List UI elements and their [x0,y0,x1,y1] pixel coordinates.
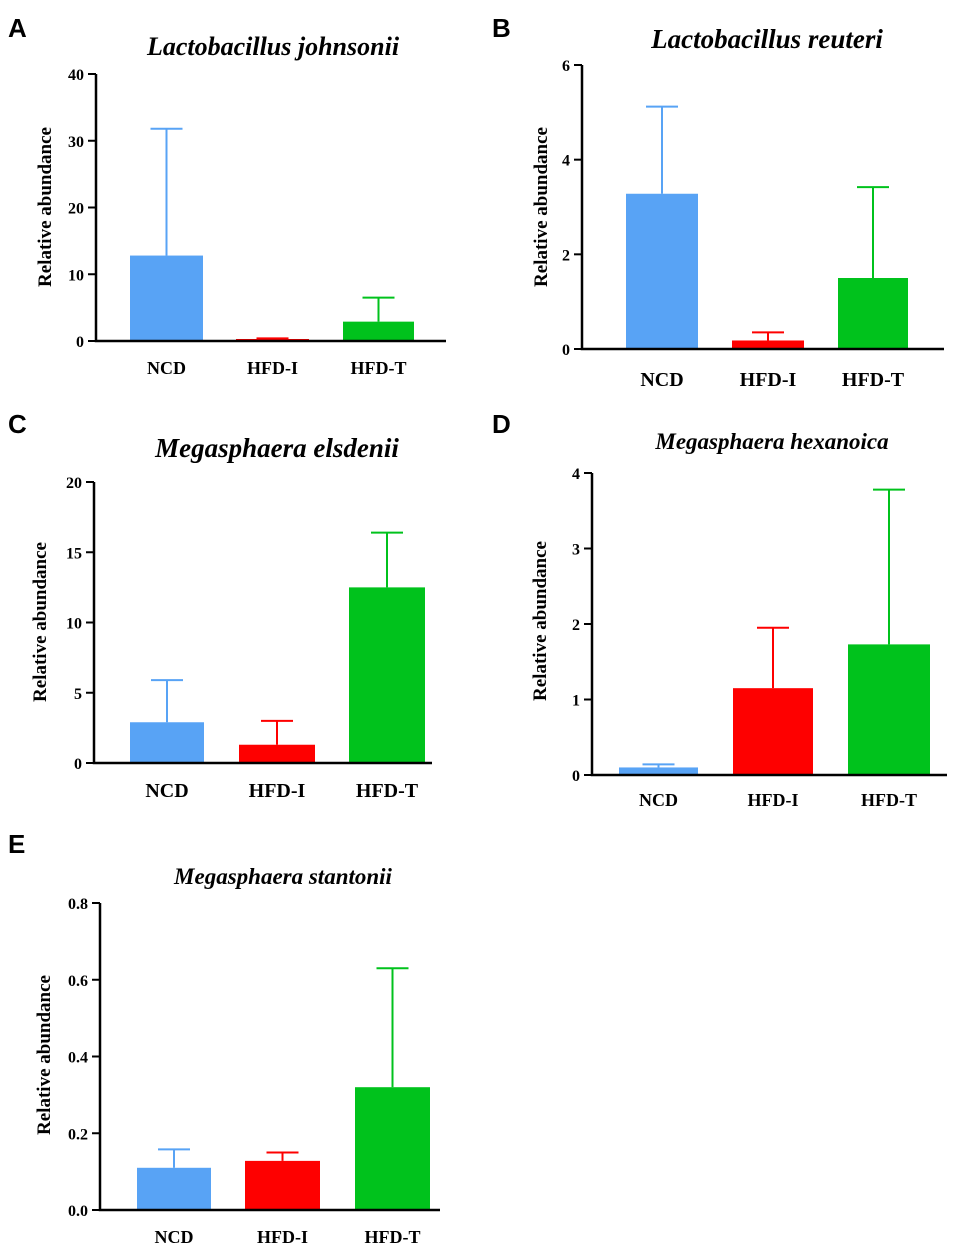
x-tick-label: NCD [639,790,678,810]
y-tick-label: 0.0 [68,1203,88,1220]
panel-c: C Megasphaera elsdenii Relative abundanc… [8,409,432,802]
y-tick-label: 0.2 [68,1126,88,1143]
y-tick-label: 5 [74,686,82,703]
bar-hfd-t [349,587,425,763]
panel-a: A Lactobacillus johnsonii Relative abund… [8,13,446,378]
y-tick-label: 0 [562,342,570,359]
y-tick-label: 3 [572,542,580,559]
bar-hfd-i [239,744,315,763]
bar-ncd [130,255,203,341]
panel-d: D Megasphaera hexanoica Relative abundan… [492,409,947,810]
y-tick-label: 40 [68,67,84,84]
chart-title: Megasphaera hexanoica [654,429,888,454]
x-tick-label: HFD-T [356,780,419,802]
y-tick-label: 4 [572,466,580,483]
x-tick-label: HFD-I [249,780,306,802]
x-tick-label: HFD-T [842,369,905,391]
y-tick-label: 2 [562,247,570,264]
y-tick-label: 20 [66,475,82,492]
y-tick-label: 4 [562,153,570,170]
x-tick-label: HFD-I [740,369,797,391]
y-tick-label: 15 [66,545,82,562]
bar-ncd [619,767,698,775]
y-tick-label: 10 [68,267,84,284]
x-tick-label: NCD [155,1227,194,1247]
x-tick-label: HFD-I [257,1227,308,1247]
panel-label: D [492,409,511,439]
bar-ncd [137,1167,211,1210]
y-tick-label: 0.4 [68,1050,88,1067]
chart-title: Megasphaera stantonii [173,864,393,889]
chart-title: Lactobacillus johnsonii [146,32,400,61]
y-tick-label: 2 [572,617,580,634]
y-tick-label: 0 [76,334,84,351]
x-tick-label: HFD-T [861,790,917,810]
x-tick-label: HFD-I [748,790,799,810]
bar-hfd-i [245,1160,320,1210]
y-axis-title: Relative abundance [531,127,552,287]
y-tick-label: 0 [572,768,580,785]
panel-label: C [8,409,27,439]
x-tick-label: HFD-T [351,358,407,378]
bar-hfd-t [838,278,908,349]
y-axis-title: Relative abundance [34,975,55,1135]
x-tick-label: HFD-T [365,1227,421,1247]
y-axis-title: Relative abundance [35,127,56,287]
x-tick-label: NCD [640,369,683,391]
y-tick-label: 6 [562,58,570,75]
panel-label: B [492,13,511,43]
bar-hfd-i [732,340,804,349]
y-axis-title: Relative abundance [30,542,51,702]
y-tick-label: 0.8 [68,896,88,913]
x-tick-label: NCD [145,780,188,802]
bar-hfd-t [848,644,930,775]
y-tick-label: 0.6 [68,973,88,990]
bar-ncd [130,722,204,763]
bar-hfd-t [343,321,414,341]
chart-title: Megasphaera elsdenii [154,433,399,463]
y-tick-label: 0 [74,756,82,773]
x-tick-label: NCD [147,358,186,378]
panel-label: E [8,829,25,859]
bar-hfd-i [733,688,813,775]
bar-hfd-t [355,1087,430,1210]
y-tick-label: 10 [66,616,82,633]
panel-e: E Megasphaera stantonii Relative abundan… [8,829,440,1247]
y-axis-title: Relative abundance [530,541,551,701]
chart-title: Lactobacillus reuteri [650,24,883,54]
panel-label: A [8,13,27,43]
panel-b: B Lactobacillus reuteri Relative abundan… [492,13,944,391]
bar-ncd [626,193,698,349]
y-tick-label: 1 [572,693,580,710]
y-tick-label: 30 [68,134,84,151]
y-tick-label: 20 [68,201,84,218]
x-tick-label: HFD-I [247,358,298,378]
